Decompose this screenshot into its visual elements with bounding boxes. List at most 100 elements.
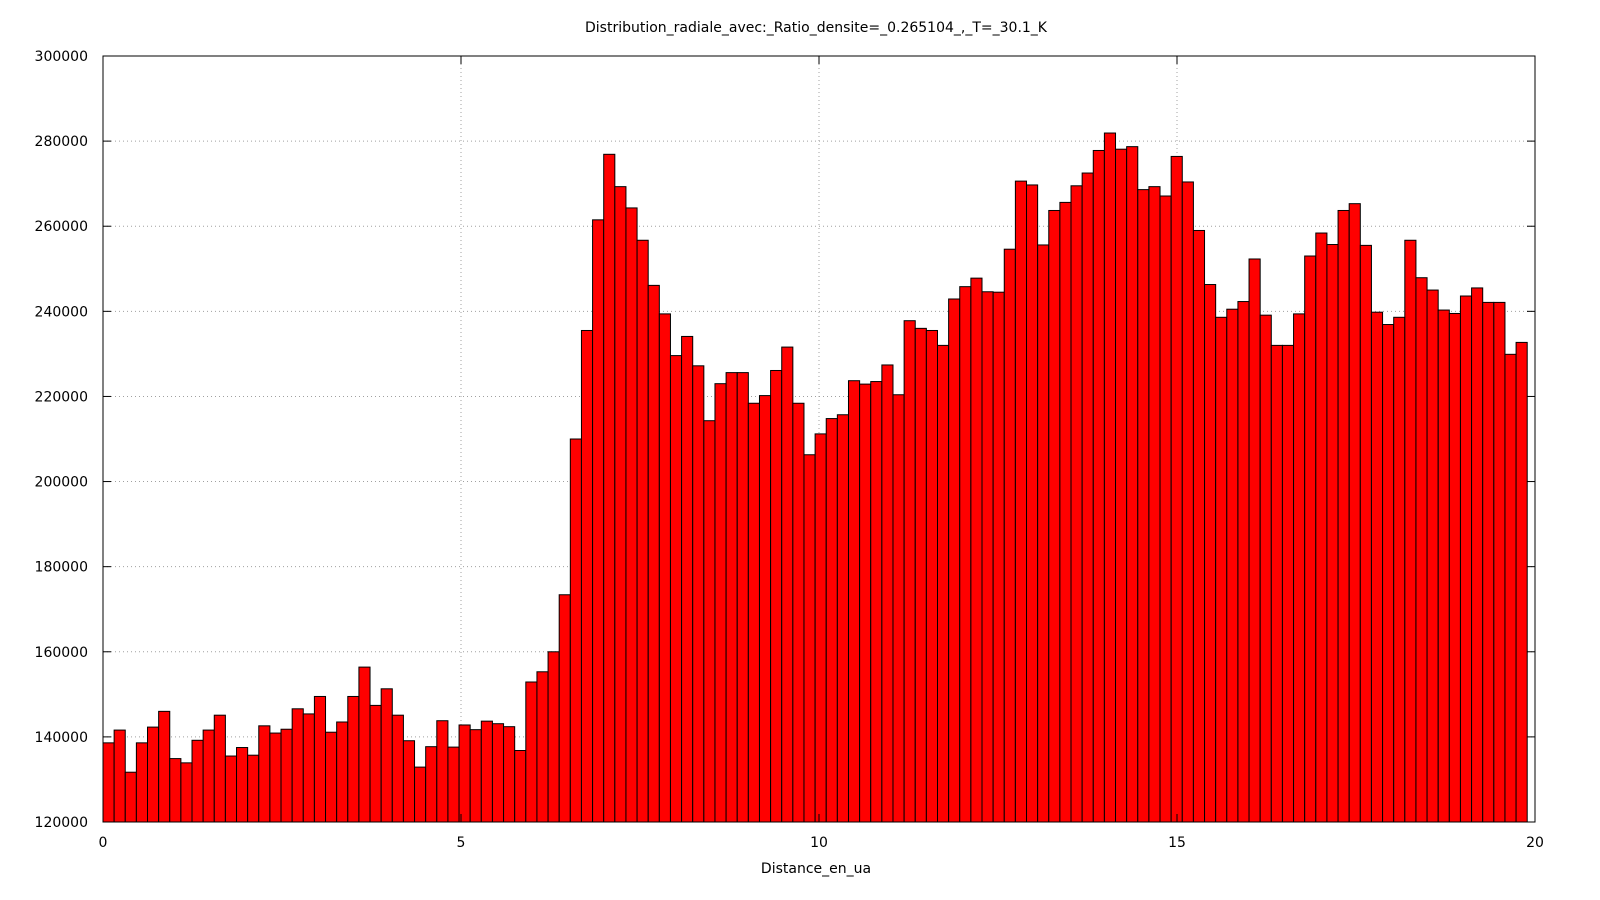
histogram-bar <box>1459 295 1473 823</box>
histogram-bar <box>1370 311 1384 823</box>
histogram-bar <box>603 153 616 823</box>
histogram-bar <box>658 313 671 823</box>
histogram-bar <box>792 402 805 823</box>
histogram-bar <box>1092 149 1105 823</box>
histogram-bar <box>236 747 249 823</box>
histogram-bar <box>1103 132 1117 823</box>
y-tick-label: 300000 <box>35 49 88 65</box>
histogram-bar <box>1359 244 1372 823</box>
histogram-bar <box>881 364 894 823</box>
histogram-bar <box>1126 146 1139 823</box>
histogram-bar <box>1059 201 1072 823</box>
histogram-bar <box>592 219 605 823</box>
histogram-bar <box>625 207 638 823</box>
y-tick-label: 120000 <box>35 815 88 831</box>
histogram-bar <box>135 742 149 823</box>
chart-title: Distribution_radiale_avec:_Ratio_densite… <box>585 20 1048 36</box>
histogram-bar <box>1081 172 1094 823</box>
histogram-bar <box>936 344 950 823</box>
y-tick-label: 180000 <box>35 560 88 576</box>
histogram-bar <box>258 725 271 823</box>
histogram-bar <box>614 186 627 823</box>
histogram-bar <box>758 395 772 823</box>
axis-ticks <box>102 55 1536 823</box>
histogram-bar <box>870 381 883 823</box>
histogram-bar <box>636 239 649 823</box>
histogram-bar <box>1070 185 1083 823</box>
histogram-bar <box>703 420 716 823</box>
histogram-bar <box>402 740 416 823</box>
histogram-bar <box>224 755 238 823</box>
histogram-bar <box>313 695 327 823</box>
histogram-bar <box>447 746 460 823</box>
histogram-bar <box>736 372 749 823</box>
histogram-bar <box>747 402 760 823</box>
histogram-bar <box>113 729 126 823</box>
histogram-bar <box>347 695 360 823</box>
y-tick-label: 220000 <box>35 389 88 405</box>
histogram-bar <box>469 729 482 823</box>
histogram-bar <box>124 771 137 823</box>
histogram-bar <box>191 739 204 823</box>
histogram-bar <box>1493 301 1506 823</box>
histogram-bar <box>580 329 594 823</box>
histogram-bar <box>369 704 382 823</box>
histogram-bar <box>1515 341 1528 823</box>
histogram-bar <box>781 346 794 823</box>
histogram-bar <box>1326 244 1339 823</box>
histogram-bar <box>1003 248 1016 823</box>
histogram-bar <box>269 732 282 823</box>
histogram-bar <box>914 327 927 823</box>
histogram-bar <box>1048 209 1061 823</box>
histogram-bar <box>547 651 560 823</box>
histogram-bar <box>681 335 694 823</box>
y-tick-labels: 120000 140000 160000 180000 200000 220000 2400… <box>35 49 88 831</box>
histogram-bar <box>1026 184 1039 823</box>
histogram-bar <box>1415 277 1428 823</box>
histogram-bar <box>425 746 438 823</box>
histogram-bar <box>1293 313 1306 823</box>
histogram-bar <box>1504 353 1517 823</box>
histogram-bar <box>959 286 972 823</box>
histogram-bar <box>458 724 471 823</box>
histogram-bar <box>291 708 304 823</box>
histogram-bar <box>247 754 260 823</box>
histogram-bar <box>1270 344 1283 823</box>
histogram-bar <box>336 721 349 823</box>
histogram-bar <box>1137 189 1150 823</box>
histogram-bar <box>1393 316 1406 823</box>
x-tick-label: 10 <box>810 835 828 851</box>
histogram-bar <box>569 438 582 823</box>
histogram-bar <box>525 681 538 823</box>
histogram-bar <box>1115 148 1128 823</box>
y-tick-label: 240000 <box>35 304 88 320</box>
histogram-bar <box>814 433 827 823</box>
histogram-bar <box>414 766 427 823</box>
histogram-bar <box>1315 232 1328 823</box>
histogram-bar <box>903 320 916 823</box>
histogram-bar <box>1181 181 1194 823</box>
histogram-bar <box>725 372 738 823</box>
x-tick-labels: 0 5 10 15 20 <box>99 835 1544 851</box>
histogram-bar <box>1159 195 1172 823</box>
histogram-bar <box>1248 258 1261 823</box>
histogram-bar <box>692 365 705 823</box>
histogram-bar <box>669 355 683 823</box>
histogram-bar <box>391 714 404 823</box>
histogram-bar <box>892 394 905 823</box>
histogram-bar <box>213 714 226 823</box>
histogram-bar <box>503 726 516 823</box>
histogram-bar <box>1259 314 1272 823</box>
histogram-bar <box>1148 186 1161 823</box>
histogram-bar <box>1404 239 1417 823</box>
histogram-bar <box>102 742 115 823</box>
histogram-bar <box>1437 309 1450 823</box>
histogram-bar <box>202 729 215 823</box>
histogram-bar <box>1382 324 1395 823</box>
x-axis-label: Distance_en_ua <box>761 861 871 877</box>
histogram-bar <box>436 720 449 823</box>
histogram-bar <box>514 750 527 823</box>
histogram-bar <box>859 383 872 823</box>
histogram-bars <box>102 132 1528 823</box>
